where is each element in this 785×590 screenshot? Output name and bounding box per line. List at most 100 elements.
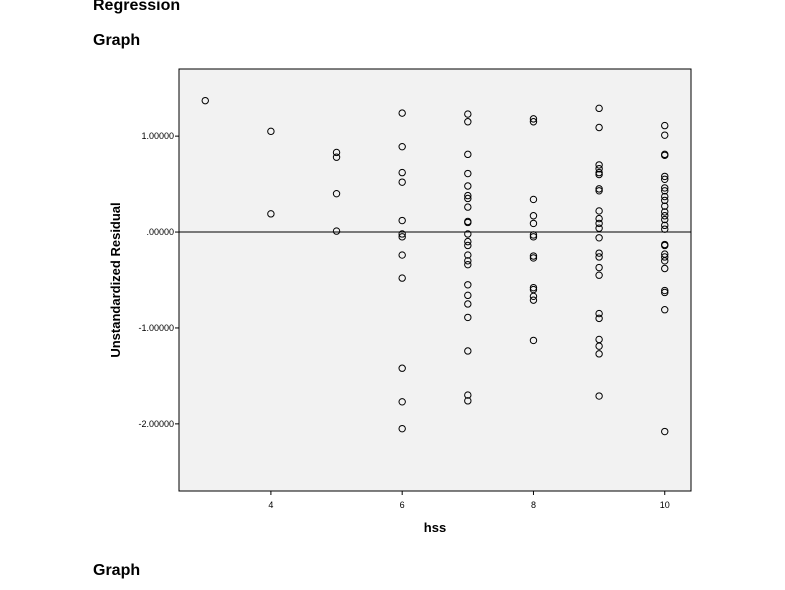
scatter-point <box>464 257 472 265</box>
scatter-point <box>464 237 472 246</box>
scatter-point <box>661 221 669 230</box>
scatter-point <box>464 169 472 178</box>
y-tick-label: 1.00000 <box>141 131 174 141</box>
scatter-point <box>661 208 669 216</box>
scatter-point <box>595 185 603 193</box>
x-tick-label: 8 <box>531 500 536 510</box>
scatter-point <box>661 286 669 295</box>
scatter-point <box>595 309 603 318</box>
scatter-point <box>661 212 669 220</box>
section-heading-graph: Graph <box>93 32 141 49</box>
scatter-point <box>595 342 603 350</box>
scatter-point <box>661 192 669 201</box>
scatter-point <box>332 153 341 161</box>
scatter-point <box>661 225 669 233</box>
scatter-point <box>661 184 669 192</box>
y-axis-title: Unstandardized Residual <box>108 202 123 357</box>
y-tick-label: -1.00000 <box>138 323 174 333</box>
scatter-point <box>464 347 472 355</box>
scatter-point <box>464 150 472 159</box>
scatter-point <box>332 148 341 157</box>
scatter-point <box>595 187 603 195</box>
scatter-point <box>464 194 472 203</box>
scatter-point <box>595 104 603 113</box>
scatter-point <box>398 398 406 406</box>
scatter-point <box>464 241 472 250</box>
scatter-point <box>332 189 341 198</box>
scatter-point <box>595 161 603 169</box>
scatter-point <box>661 121 669 130</box>
scatter-point <box>529 254 538 262</box>
scatter-point <box>398 216 406 225</box>
scatter-point <box>464 300 472 308</box>
x-tick-label: 4 <box>268 500 273 510</box>
scatter-point <box>398 233 406 241</box>
scatter-point <box>529 212 538 220</box>
scatter-point <box>398 251 406 259</box>
scatter-point <box>529 118 538 126</box>
scatter-point <box>595 168 603 177</box>
scatter-point <box>398 109 406 117</box>
scatter-point <box>595 392 603 400</box>
section-heading-regression: Regression <box>93 0 181 14</box>
scatter-point <box>595 271 603 279</box>
scatter-point <box>661 196 669 205</box>
scatter-point <box>595 253 603 261</box>
scatter-point <box>464 251 472 259</box>
scatter-point <box>595 224 603 232</box>
scatter-point <box>529 336 538 345</box>
scatter-point <box>464 291 472 300</box>
scatter-point <box>595 207 603 215</box>
x-axis-title: hss <box>424 520 446 535</box>
scatter-point <box>595 234 603 242</box>
scatter-point <box>398 424 406 433</box>
section-heading-graph-2: Graph <box>93 562 141 579</box>
scatter-point <box>529 292 538 301</box>
scatter-point <box>464 281 472 289</box>
scatter-point <box>661 131 669 139</box>
scatter-point <box>529 252 538 260</box>
scatter-point <box>529 283 538 292</box>
scatter-point <box>201 96 209 105</box>
scatter-point <box>529 219 538 228</box>
scatter-point <box>595 263 603 272</box>
scatter-point <box>529 233 538 241</box>
x-tick-label: 6 <box>400 500 405 510</box>
scatter-point <box>332 227 341 235</box>
scatter-point <box>398 274 406 282</box>
scatter-point <box>464 397 472 405</box>
scatter-point <box>595 170 603 179</box>
scatter-point <box>661 306 669 314</box>
scatter-point <box>595 214 603 223</box>
scatter-point <box>661 241 669 250</box>
plot-area <box>178 68 692 492</box>
scatter-point <box>464 182 472 190</box>
scatter-point <box>595 165 603 173</box>
scatter-point <box>464 110 472 118</box>
scatter-point <box>529 195 538 204</box>
scatter-point <box>661 151 669 160</box>
scatter-point <box>595 219 603 228</box>
scatter-point <box>661 175 669 183</box>
scatter-point <box>464 191 472 200</box>
scatter-point <box>661 427 669 436</box>
scatter-point <box>464 313 472 322</box>
scatter-point <box>529 296 538 304</box>
scatter-point <box>661 253 669 261</box>
scatter-point <box>595 350 603 358</box>
scatter-point <box>661 172 669 181</box>
scatter-point <box>398 142 406 151</box>
scatter-point <box>267 210 275 218</box>
scatter-point <box>464 218 472 227</box>
scatter-point <box>595 123 603 132</box>
scatter-point <box>661 288 669 297</box>
scatter-point <box>398 168 406 177</box>
x-tick-label: 10 <box>660 500 670 510</box>
scatter-point <box>398 364 406 372</box>
scatter-point <box>398 178 406 186</box>
scatter-point <box>464 391 472 399</box>
y-tick-label: -2.00000 <box>138 419 174 429</box>
scatter-point <box>464 230 472 238</box>
scatter-point <box>464 260 472 269</box>
scatter-point <box>464 118 472 126</box>
